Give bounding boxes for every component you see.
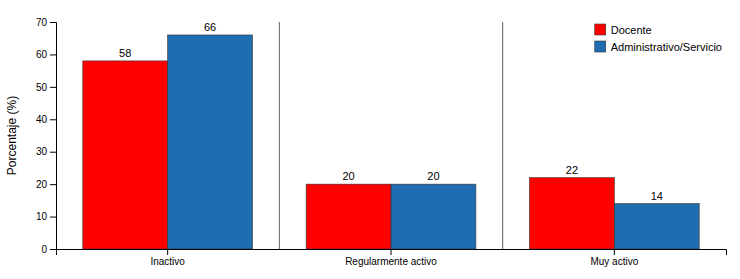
bars bbox=[83, 35, 699, 249]
legend-item: Administrativo/Servicio bbox=[595, 41, 722, 53]
y-tick: 20 bbox=[36, 179, 56, 190]
legend-item: Docente bbox=[595, 24, 652, 36]
axis-line bbox=[50, 23, 57, 250]
tick-label: 0 bbox=[41, 244, 47, 255]
tick-mark bbox=[50, 54, 56, 55]
bar bbox=[168, 35, 253, 249]
tick-mark bbox=[50, 217, 56, 218]
chart: 0 10 20 30 40 50 60 70 Inactivo Regularmente acti… bbox=[0, 0, 740, 279]
group-divider bbox=[279, 22, 280, 249]
y-tick: 70 bbox=[36, 17, 56, 28]
tick-mark bbox=[50, 152, 56, 153]
data-label: 22 bbox=[566, 164, 578, 176]
y-tick: 40 bbox=[36, 114, 56, 125]
y-tick: 50 bbox=[36, 82, 56, 93]
y-tick: 0 bbox=[41, 244, 56, 255]
tick-label: 20 bbox=[36, 179, 48, 190]
data-label: 66 bbox=[204, 21, 216, 33]
legend-swatch bbox=[595, 41, 606, 52]
data-label: 14 bbox=[651, 190, 663, 202]
y-tick: 60 bbox=[36, 49, 56, 60]
y-axis: 0 10 20 30 40 50 60 70 bbox=[36, 17, 57, 255]
tick-mark bbox=[614, 249, 615, 255]
tick-label: Regularmente activo bbox=[345, 256, 437, 267]
tick-label: Muy activo bbox=[590, 256, 638, 267]
tick-label: 50 bbox=[36, 82, 48, 93]
axis-line bbox=[57, 250, 727, 256]
data-label: 20 bbox=[342, 170, 354, 182]
bar bbox=[529, 178, 614, 249]
tick-label: 70 bbox=[36, 17, 48, 28]
data-label: 20 bbox=[427, 170, 439, 182]
legend-swatch bbox=[595, 24, 606, 35]
tick-mark bbox=[50, 184, 56, 185]
legend-label: Administrativo/Servicio bbox=[611, 41, 722, 53]
legend-label: Docente bbox=[611, 24, 652, 36]
bar bbox=[614, 204, 699, 249]
tick-mark bbox=[50, 119, 56, 120]
tick-mark bbox=[167, 249, 168, 255]
group-divider bbox=[502, 22, 503, 249]
bar bbox=[83, 61, 168, 249]
x-axis: Inactivo Regularmente activo Muy activo bbox=[57, 249, 727, 267]
y-tick: 10 bbox=[36, 211, 56, 222]
group-dividers bbox=[279, 22, 502, 249]
tick-mark bbox=[50, 87, 56, 88]
axis-title: Porcentaje (%) bbox=[5, 96, 19, 175]
tick-label: Inactivo bbox=[150, 256, 185, 267]
legend: Docente Administrativo/Servicio bbox=[595, 24, 722, 53]
data-label: 58 bbox=[119, 47, 131, 59]
tick-label: 60 bbox=[36, 49, 48, 60]
tick-mark bbox=[391, 249, 392, 255]
x-tick: Inactivo bbox=[150, 249, 185, 267]
tick-label: 10 bbox=[36, 211, 48, 222]
tick-label: 40 bbox=[36, 114, 48, 125]
x-tick: Regularmente activo bbox=[345, 249, 437, 267]
tick-mark bbox=[50, 249, 56, 250]
y-tick: 30 bbox=[36, 146, 56, 157]
tick-label: 30 bbox=[36, 146, 48, 157]
plot-area: 0 10 20 30 40 50 60 70 Inactivo Regularmente acti… bbox=[36, 17, 727, 267]
bar bbox=[391, 184, 476, 249]
bar bbox=[306, 184, 391, 249]
data-labels: 58 20 22 66 20 14 bbox=[119, 21, 663, 202]
tick-mark bbox=[50, 22, 56, 23]
x-tick: Muy activo bbox=[590, 249, 638, 267]
